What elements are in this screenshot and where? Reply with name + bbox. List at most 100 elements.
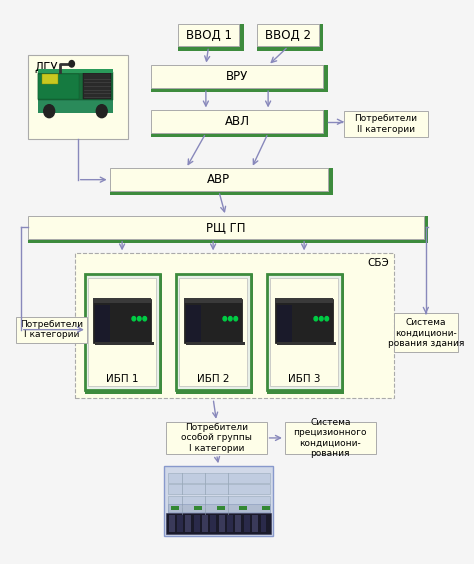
Text: Потребители
особой группы
I категории: Потребители особой группы I категории <box>181 423 252 453</box>
Circle shape <box>223 316 227 321</box>
Text: АВР: АВР <box>207 173 230 186</box>
FancyBboxPatch shape <box>177 515 183 532</box>
FancyBboxPatch shape <box>328 168 333 195</box>
FancyBboxPatch shape <box>93 298 151 303</box>
FancyBboxPatch shape <box>277 342 336 345</box>
Circle shape <box>132 316 136 321</box>
Circle shape <box>143 316 146 321</box>
FancyBboxPatch shape <box>236 515 241 532</box>
FancyBboxPatch shape <box>171 506 179 510</box>
FancyBboxPatch shape <box>275 299 333 343</box>
FancyBboxPatch shape <box>84 390 163 394</box>
FancyBboxPatch shape <box>194 515 200 532</box>
FancyBboxPatch shape <box>394 314 458 352</box>
FancyBboxPatch shape <box>251 274 254 394</box>
FancyBboxPatch shape <box>219 515 225 532</box>
Text: ВРУ: ВРУ <box>226 70 248 83</box>
FancyBboxPatch shape <box>160 274 163 394</box>
Text: ДГУ: ДГУ <box>35 61 58 74</box>
Text: ВВОД 1: ВВОД 1 <box>185 29 232 42</box>
FancyBboxPatch shape <box>95 305 110 342</box>
FancyBboxPatch shape <box>38 74 79 99</box>
FancyBboxPatch shape <box>179 278 247 386</box>
FancyBboxPatch shape <box>277 305 292 342</box>
FancyBboxPatch shape <box>27 55 128 139</box>
FancyBboxPatch shape <box>95 342 154 345</box>
FancyBboxPatch shape <box>239 24 244 51</box>
FancyBboxPatch shape <box>244 515 250 532</box>
Text: Потребители
II категории: Потребители II категории <box>355 114 418 134</box>
FancyBboxPatch shape <box>38 100 113 113</box>
Text: СБЭ: СБЭ <box>368 258 390 268</box>
FancyBboxPatch shape <box>166 422 266 454</box>
FancyBboxPatch shape <box>88 278 156 386</box>
FancyBboxPatch shape <box>75 253 394 398</box>
FancyBboxPatch shape <box>342 274 345 394</box>
FancyBboxPatch shape <box>164 466 273 536</box>
FancyBboxPatch shape <box>109 168 328 191</box>
FancyBboxPatch shape <box>323 111 328 138</box>
FancyBboxPatch shape <box>109 191 328 195</box>
FancyBboxPatch shape <box>319 24 323 51</box>
FancyBboxPatch shape <box>151 65 323 88</box>
FancyBboxPatch shape <box>178 46 239 51</box>
FancyBboxPatch shape <box>210 515 216 532</box>
Circle shape <box>69 60 74 67</box>
Circle shape <box>137 316 141 321</box>
FancyBboxPatch shape <box>194 506 202 510</box>
Text: ИБП 2: ИБП 2 <box>197 374 229 384</box>
FancyBboxPatch shape <box>266 274 342 390</box>
FancyBboxPatch shape <box>252 515 258 532</box>
FancyBboxPatch shape <box>168 504 270 512</box>
FancyBboxPatch shape <box>202 515 208 532</box>
FancyBboxPatch shape <box>344 111 428 137</box>
FancyBboxPatch shape <box>424 216 428 243</box>
Text: Система
кондициони-
рования здания: Система кондициони- рования здания <box>388 318 464 348</box>
Circle shape <box>234 316 237 321</box>
FancyBboxPatch shape <box>184 298 242 303</box>
FancyBboxPatch shape <box>175 390 254 394</box>
FancyBboxPatch shape <box>93 299 151 343</box>
FancyBboxPatch shape <box>266 390 345 394</box>
FancyBboxPatch shape <box>84 274 160 390</box>
FancyBboxPatch shape <box>168 507 270 517</box>
FancyBboxPatch shape <box>257 46 319 51</box>
Circle shape <box>44 105 55 118</box>
FancyBboxPatch shape <box>184 299 242 343</box>
FancyBboxPatch shape <box>217 506 225 510</box>
FancyBboxPatch shape <box>270 278 338 386</box>
Circle shape <box>96 105 107 118</box>
FancyBboxPatch shape <box>168 496 270 505</box>
FancyBboxPatch shape <box>169 515 174 532</box>
FancyBboxPatch shape <box>178 24 239 46</box>
FancyBboxPatch shape <box>285 422 376 454</box>
FancyBboxPatch shape <box>168 473 270 483</box>
Text: Система
прецизионного
кондициони-
рования: Система прецизионного кондициони- ровани… <box>293 418 367 458</box>
Circle shape <box>228 316 232 321</box>
FancyBboxPatch shape <box>257 24 319 46</box>
FancyBboxPatch shape <box>186 342 245 345</box>
FancyBboxPatch shape <box>151 111 323 133</box>
FancyBboxPatch shape <box>262 506 270 510</box>
Text: Потребители
I категории: Потребители I категории <box>20 320 83 340</box>
FancyBboxPatch shape <box>323 65 328 92</box>
FancyBboxPatch shape <box>185 515 191 532</box>
FancyBboxPatch shape <box>261 515 266 532</box>
Circle shape <box>325 316 328 321</box>
FancyBboxPatch shape <box>168 484 270 494</box>
FancyBboxPatch shape <box>151 133 323 138</box>
FancyBboxPatch shape <box>16 316 87 343</box>
FancyBboxPatch shape <box>227 515 233 532</box>
FancyBboxPatch shape <box>175 274 251 390</box>
FancyBboxPatch shape <box>275 298 333 303</box>
Text: ВВОД 2: ВВОД 2 <box>265 29 311 42</box>
Text: ИБП 3: ИБП 3 <box>288 374 320 384</box>
FancyBboxPatch shape <box>239 506 247 510</box>
Text: ИБП 1: ИБП 1 <box>106 374 138 384</box>
FancyBboxPatch shape <box>186 305 201 342</box>
Circle shape <box>314 316 318 321</box>
FancyBboxPatch shape <box>151 88 323 92</box>
FancyBboxPatch shape <box>27 216 424 239</box>
FancyBboxPatch shape <box>42 74 58 85</box>
FancyBboxPatch shape <box>166 513 271 534</box>
